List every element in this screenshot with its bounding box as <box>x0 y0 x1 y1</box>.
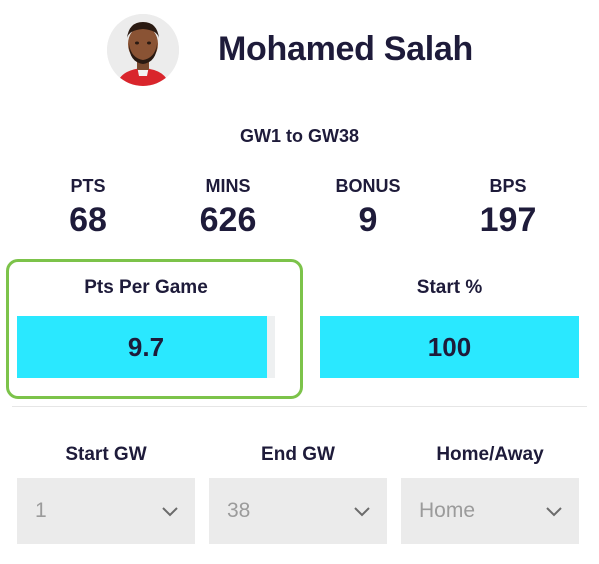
start-percent-bar-fill <box>320 316 579 378</box>
pts-per-game-bar: 9.7 <box>17 316 275 378</box>
player-header: Mohamed Salah <box>0 0 599 110</box>
start-percent-value: 100 <box>427 331 472 362</box>
pts-per-game-value: 9.7 <box>127 331 165 362</box>
stat-bps: BPS 197 <box>438 176 578 240</box>
pts-per-game-bar-fill <box>17 316 268 378</box>
chevron-down-icon <box>162 507 178 517</box>
stat-points: PTS 68 <box>18 176 158 240</box>
player-name: Mohamed Salah <box>218 30 473 68</box>
stat-value: 197 <box>479 201 537 239</box>
home-away-value: Home <box>419 499 476 522</box>
stat-minutes: MINS 626 <box>158 176 298 240</box>
stat-label: MINS <box>205 176 251 196</box>
player-portrait-icon <box>107 14 179 86</box>
stat-label: BPS <box>489 176 527 196</box>
section-divider <box>12 406 587 407</box>
end-gw-label: End GW <box>261 444 335 465</box>
start-gw-select[interactable]: 1 <box>17 478 195 544</box>
home-away-select[interactable]: Home <box>401 478 579 544</box>
start-gw-label: Start GW <box>65 444 147 465</box>
start-gw-value: 1 <box>35 499 47 522</box>
stat-label: PTS <box>70 176 106 196</box>
home-away-label: Home/Away <box>436 444 544 465</box>
chevron-down-icon <box>354 507 370 517</box>
stat-value: 9 <box>358 201 378 239</box>
chevron-down-icon <box>546 507 562 517</box>
start-percent-bar: 100 <box>320 316 579 378</box>
gameweek-range: GW1 to GW38 <box>239 126 359 146</box>
end-gw-value: 38 <box>227 499 251 522</box>
end-gw-select[interactable]: 38 <box>209 478 387 544</box>
start-percent-label: Start % <box>416 277 483 298</box>
stat-bonus: BONUS 9 <box>298 176 438 240</box>
stat-value: 68 <box>69 201 107 239</box>
stat-label: BONUS <box>335 176 401 196</box>
pts-per-game-label: Pts Per Game <box>84 277 208 298</box>
stat-value: 626 <box>199 201 257 239</box>
highlight-outline <box>6 259 303 399</box>
player-avatar <box>107 14 179 86</box>
